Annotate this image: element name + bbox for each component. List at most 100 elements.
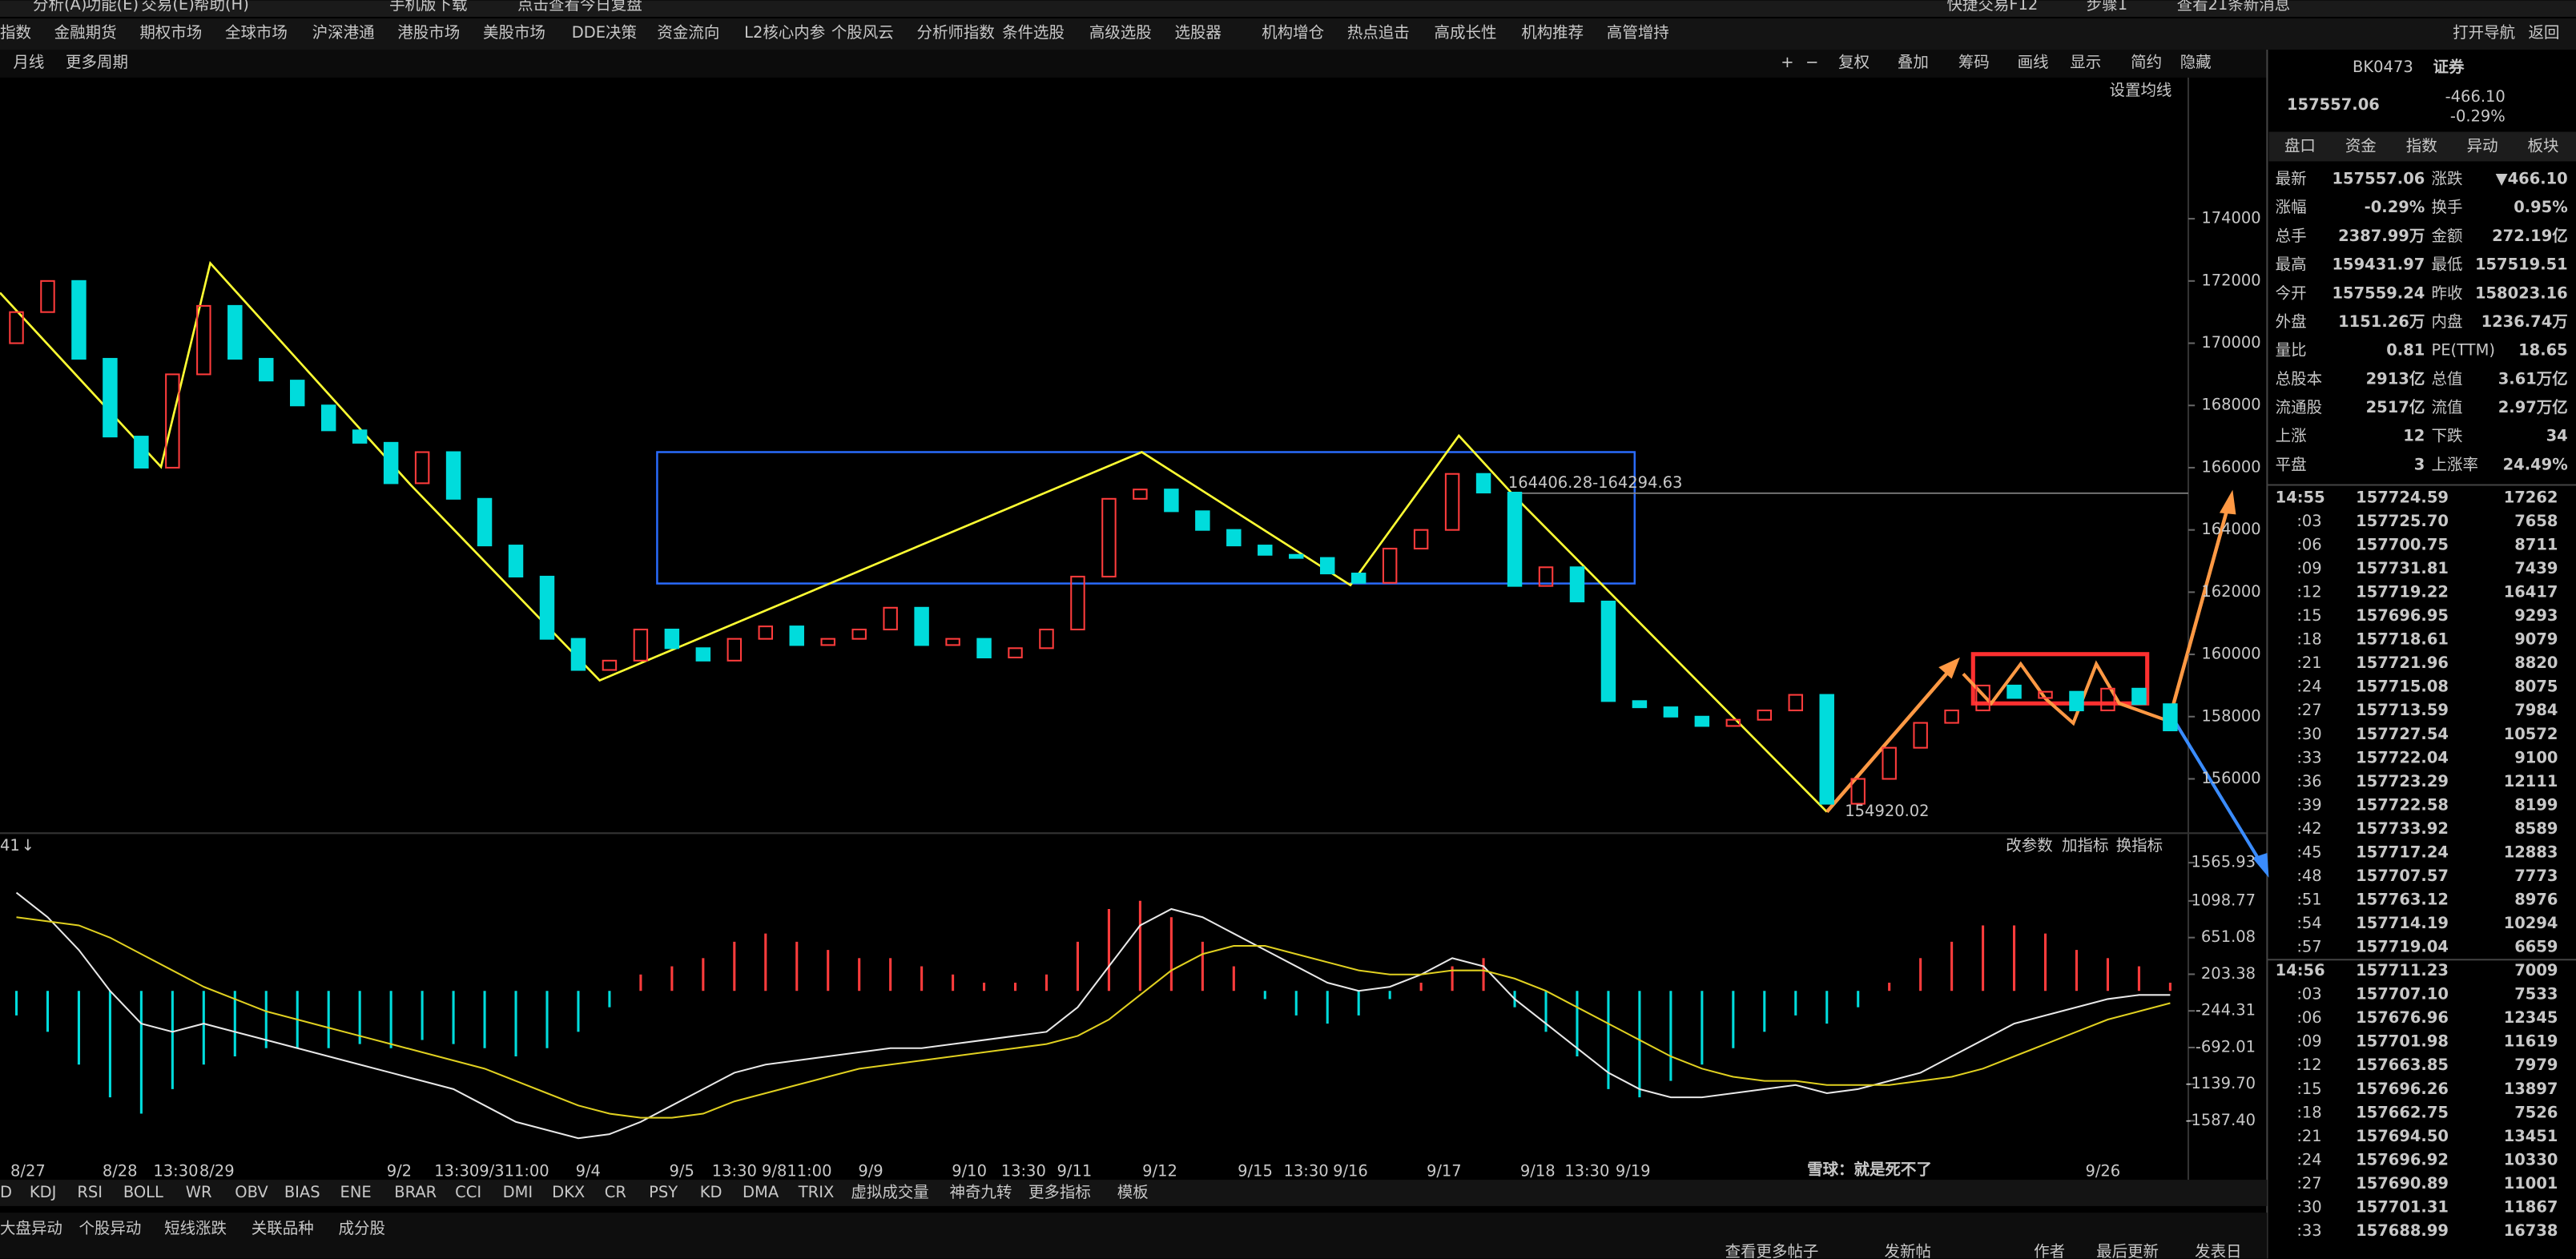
- title-item[interactable]: 手机版下载: [389, 0, 467, 14]
- menu-item[interactable]: 金融期货: [54, 23, 117, 42]
- menu-item[interactable]: 热点追击: [1347, 23, 1410, 42]
- indicator-tab[interactable]: WR: [186, 1183, 212, 1201]
- indicator-tab[interactable]: TRIX: [798, 1183, 834, 1201]
- menu-item[interactable]: L2核心内参: [744, 23, 825, 42]
- menu-item[interactable]: 资金流向: [657, 23, 719, 42]
- indicator-tab[interactable]: PSY: [649, 1183, 678, 1201]
- menu-item[interactable]: DDE决策: [572, 23, 637, 42]
- quote-label: 总股本: [2276, 369, 2322, 388]
- indicator-tab[interactable]: D: [0, 1183, 12, 1201]
- candle-body: [976, 638, 992, 658]
- indicator-button[interactable]: 换指标: [2116, 836, 2163, 855]
- candle-body: [789, 625, 804, 646]
- orange-zigzag: [1962, 660, 2166, 726]
- menu-item[interactable]: 港股市场: [397, 23, 460, 42]
- toolbar-button[interactable]: 月线: [13, 53, 44, 71]
- title-item[interactable]: 步骤1: [2087, 0, 2127, 14]
- indicator-tab[interactable]: KD: [700, 1183, 722, 1201]
- menu-item[interactable]: 高级选股: [1089, 23, 1152, 42]
- title-item[interactable]: 分析(A): [33, 0, 87, 14]
- title-item[interactable]: 交易(E): [141, 0, 194, 14]
- toolbar-button[interactable]: 显示: [2070, 53, 2101, 71]
- toolbar-button[interactable]: 更多周期: [66, 53, 128, 71]
- bottom-link[interactable]: 查看更多帖子: [1725, 1242, 1819, 1259]
- indicator-tab[interactable]: DMI: [503, 1183, 533, 1201]
- menu-item[interactable]: 指数: [0, 23, 31, 42]
- indicator-tab[interactable]: CCI: [455, 1183, 481, 1201]
- panel-tab[interactable]: 指数: [2406, 137, 2437, 155]
- menu-item[interactable]: 条件选股: [1002, 23, 1065, 42]
- panel-tab[interactable]: 资金: [2345, 137, 2377, 155]
- candle-body: [1663, 706, 1679, 718]
- ma-setting[interactable]: 设置均线: [2110, 81, 2172, 99]
- title-item[interactable]: 功能(E): [86, 0, 139, 14]
- bottom-link[interactable]: 作者: [2034, 1242, 2065, 1259]
- menu-item[interactable]: 个股风云: [831, 23, 894, 42]
- indicator-tab[interactable]: DKX: [552, 1183, 585, 1201]
- menu-item[interactable]: 高成长性: [1435, 23, 1497, 42]
- toolbar-button[interactable]: 复权: [1838, 53, 1870, 71]
- title-item[interactable]: 快捷交易F12: [1946, 0, 2038, 14]
- toolbar-button[interactable]: 筹码: [1958, 53, 1990, 71]
- tick-volume: 11001: [2504, 1174, 2558, 1193]
- menu-item[interactable]: 打开导航: [2453, 23, 2515, 42]
- quote-label: 下跌: [2432, 427, 2463, 445]
- panel-tab[interactable]: 异动: [2467, 137, 2498, 155]
- menu-item[interactable]: 高管增持: [1607, 23, 1669, 42]
- menu-item[interactable]: 美股市场: [483, 23, 545, 42]
- panel-tab[interactable]: 板块: [2528, 137, 2559, 155]
- bottom-tab[interactable]: 大盘异动: [0, 1219, 62, 1237]
- indicator-tab[interactable]: RSI: [77, 1183, 103, 1201]
- indicator-tab[interactable]: BIAS: [284, 1183, 320, 1201]
- menu-item[interactable]: 机构增仓: [1262, 23, 1324, 42]
- bottom-tab[interactable]: 个股异动: [78, 1219, 141, 1237]
- toolbar-button[interactable]: 画线: [2018, 53, 2049, 71]
- tick-time: :30: [2296, 1197, 2321, 1216]
- indicator-button[interactable]: 改参数: [2006, 836, 2052, 855]
- indicator-button[interactable]: 加指标: [2062, 836, 2108, 855]
- indicator-tab[interactable]: 虚拟成交量: [851, 1183, 928, 1201]
- y-tick-label: 164000: [2201, 520, 2260, 538]
- bottom-link[interactable]: 最后更新: [2096, 1242, 2159, 1259]
- toolbar-button[interactable]: +: [1781, 53, 1793, 71]
- bottom-tab[interactable]: 短线涨跌: [164, 1219, 227, 1237]
- indicator-tab[interactable]: 更多指标: [1028, 1183, 1091, 1201]
- indicator-tab[interactable]: BRAR: [394, 1183, 437, 1201]
- tick-price: 157690.89: [2356, 1174, 2449, 1193]
- toolbar-button[interactable]: 叠加: [1898, 53, 1929, 71]
- candle-body: [1788, 694, 1803, 712]
- bottom-link[interactable]: 发表日: [2195, 1242, 2241, 1259]
- candle-body: [227, 304, 243, 360]
- candle-body: [1164, 489, 1179, 513]
- bottom-link[interactable]: 发新帖: [1885, 1242, 1931, 1259]
- menu-item[interactable]: 分析师指数: [916, 23, 994, 42]
- menu-item[interactable]: 期权市场: [139, 23, 202, 42]
- title-item[interactable]: 帮助(H): [194, 0, 249, 14]
- bottom-tab[interactable]: 关联品种: [252, 1219, 314, 1237]
- title-item[interactable]: 查看21条新消息: [2177, 0, 2291, 14]
- tick-time: :09: [2296, 1032, 2321, 1051]
- indicator-tab[interactable]: ENE: [340, 1183, 372, 1201]
- menu-item[interactable]: 沪深港通: [312, 23, 375, 42]
- indicator-tab[interactable]: OBV: [235, 1183, 268, 1201]
- panel-tab[interactable]: 盘口: [2284, 137, 2316, 155]
- indicator-tab[interactable]: CR: [605, 1183, 626, 1201]
- bottom-tab[interactable]: 成分股: [339, 1219, 385, 1237]
- menu-item[interactable]: 返回: [2529, 23, 2560, 42]
- menu-item[interactable]: 选股器: [1174, 23, 1221, 42]
- indicator-tab[interactable]: KDJ: [30, 1183, 57, 1201]
- indicator-tab[interactable]: 神奇九转: [949, 1183, 1012, 1201]
- y-tick-label: -692.01: [2196, 1037, 2256, 1056]
- x-tick-label: 9/15: [1238, 1161, 1273, 1180]
- indicator-tab[interactable]: DMA: [743, 1183, 779, 1201]
- indicator-tab[interactable]: BOLL: [123, 1183, 163, 1201]
- title-item[interactable]: 点击查看今日复盘: [517, 0, 642, 14]
- toolbar-button[interactable]: 简约: [2131, 53, 2162, 71]
- candle-body: [570, 638, 586, 671]
- x-tick-label: 9/9: [858, 1161, 883, 1180]
- toolbar-button[interactable]: −: [1805, 53, 1818, 71]
- menu-item[interactable]: 机构推荐: [1521, 23, 1584, 42]
- indicator-tab[interactable]: 模板: [1117, 1183, 1149, 1201]
- menu-item[interactable]: 全球市场: [225, 23, 288, 42]
- toolbar-button[interactable]: 隐藏: [2180, 53, 2212, 71]
